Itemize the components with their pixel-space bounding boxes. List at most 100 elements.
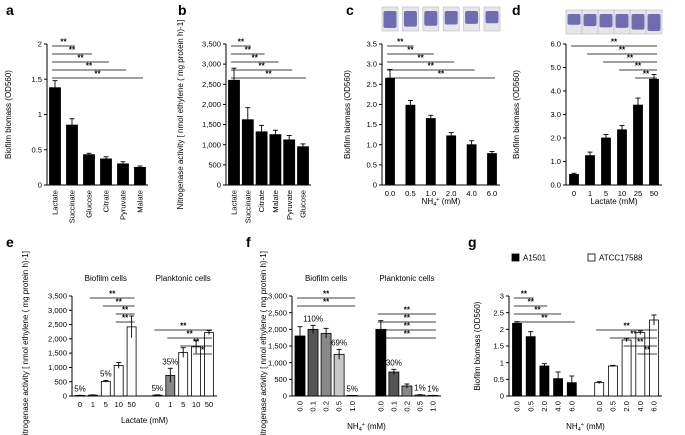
panel-g-ytick-label: 2: [500, 325, 504, 334]
panel-e-significance-label: **: [180, 322, 187, 331]
panel-f-y-axis-label: Nitrogenase activity [ nmol ethylene ( m…: [259, 251, 268, 435]
panel-g-significance-label: **: [644, 346, 651, 355]
panel-g-ytick-label: 3: [500, 292, 504, 301]
panel-b-bar: [283, 139, 296, 186]
panel-f-xtick-label: 0.1: [309, 401, 318, 412]
panel-d-label: d: [512, 2, 521, 18]
panel-d-tube-stain: [567, 14, 581, 25]
panel-b-bar: [297, 146, 309, 186]
panel-c-ytick-label: 0: [373, 181, 377, 190]
panel-d-bar: [649, 78, 659, 186]
panel-g-ytick-label: 0.5: [493, 375, 504, 384]
panel-e-significance-label: **: [109, 290, 116, 299]
panel-f-annotation: 30%: [386, 358, 402, 367]
panel-b-xtick-label: Malate: [271, 190, 280, 213]
panel-d-ytick-label: 4.0: [550, 87, 561, 96]
panel-f-ytick-label: 500: [274, 375, 287, 384]
panel-g-bar: [649, 319, 659, 397]
panel-g-xtick-label: 4.0: [554, 401, 563, 412]
panel-d-xtick-label: 5: [604, 189, 608, 198]
panel-f-significance-label: **: [404, 314, 411, 323]
panel-e-xtick-label: 0: [155, 400, 159, 409]
panel-c-significance-label: **: [407, 46, 414, 55]
panel-f-annotation: 110%: [303, 314, 323, 323]
panel-b-significance-label: **: [238, 38, 245, 47]
panel-d-ytick-label: 0.0: [550, 181, 561, 190]
panel-d-significance-label: **: [619, 46, 626, 55]
panel-d-bar: [633, 104, 643, 186]
panel-d-bar: [585, 155, 595, 186]
panel-g-legend-swatch: [587, 253, 596, 262]
panel-a-xtick-label: Lactate: [51, 190, 60, 215]
panel-f-bar: [388, 371, 400, 397]
panel-c-xtick-label: 6.0: [487, 189, 498, 198]
panel-a-xtick-label: Citrate: [102, 190, 111, 212]
panel-c-bar: [487, 153, 497, 186]
panel-c-bar: [466, 144, 477, 186]
panel-d-significance-label: **: [635, 62, 642, 71]
panel-b-ytick-label: 1,000: [202, 140, 221, 149]
panel-f-xtick-label: 1.0: [429, 401, 438, 412]
panel-f-significance-label: **: [404, 330, 411, 339]
panel-a-label: a: [6, 2, 14, 18]
panel-g-legend-label: ATCC17588: [599, 254, 643, 263]
panel-b-xtick-label: Pyruvate: [285, 190, 294, 220]
panel-e-xtick-label: 5: [181, 400, 185, 409]
panel-f-xtick-label: 0.2: [322, 401, 331, 412]
panel-e-significance-label: **: [193, 338, 200, 347]
panel-g-bar: [621, 339, 632, 397]
panel-b-xtick-label: Lactate: [230, 190, 239, 215]
panel-b-significance-label: **: [252, 54, 259, 63]
panel-e-xtick-label: 1: [91, 400, 95, 409]
panel-b-ytick-label: 3,500: [202, 40, 221, 49]
panel-c-tube-stain: [424, 11, 438, 26]
panel-c-ytick-label: 2.0: [366, 100, 377, 109]
panel-f-annotation: 69%: [331, 338, 347, 347]
panel-c-xtick-label: 0.5: [405, 189, 416, 198]
panel-d-tube-stain: [583, 14, 597, 27]
panel-b-ytick-label: 3,000: [202, 60, 221, 69]
panel-e-significance-label: **: [122, 306, 129, 315]
panel-f-group-label: Biofilm cells: [305, 274, 347, 283]
panel-e-ytick-label: 1,500: [48, 349, 67, 358]
panel-c-significance-label: **: [438, 70, 445, 79]
panel-c-bar: [446, 135, 457, 186]
panel-g-bar: [594, 382, 605, 397]
panel-e-group-label: Biofilm cells: [85, 274, 127, 283]
panel-d-tube-stain: [599, 14, 613, 28]
panel-g-xtick-label: 4.0: [636, 401, 645, 412]
panel-g-significance-label: **: [521, 290, 528, 299]
panel-a-bar: [83, 154, 95, 186]
panel-d-y-axis-label: Biofilm biomass (OD560): [512, 70, 521, 159]
panel-a-ytick-label: 1: [38, 110, 42, 119]
panel-f-x-axis-label: NH4+ (mM): [347, 422, 386, 433]
panel-f-significance-label: **: [404, 306, 411, 315]
panel-d-ytick-label: 5.0: [550, 63, 561, 72]
panel-c-bar: [405, 104, 416, 186]
panel-g-bar: [608, 365, 618, 397]
panel-c-ytick-label: 2.5: [366, 80, 377, 89]
panel-d-ytick-label: 6.0: [550, 40, 561, 49]
panel-g-y-axis-label: Biofilm biomass (OD560): [473, 301, 482, 390]
panel-b-bar: [255, 131, 268, 186]
panel-c-tube-stain: [444, 11, 458, 25]
panel-g-legend-label: A1501: [523, 254, 547, 263]
panel-d-bar: [569, 174, 579, 186]
panel-f-significance-label: **: [323, 290, 330, 299]
panel-f-annotation: 1%: [414, 384, 426, 393]
panel-c-significance-label: **: [417, 54, 424, 63]
panel-f-bar: [333, 353, 345, 397]
panel-d-bar: [601, 137, 611, 186]
panel-a-significance-label: **: [69, 46, 76, 55]
panel-c-significance-label: **: [397, 38, 404, 47]
panel-e-ytick-label: 3,000: [48, 306, 67, 315]
panel-e-ytick-label: 3,500: [48, 292, 67, 301]
panel-g-xtick-label: 0.0: [595, 401, 604, 412]
panel-g-xtick-label: 2.0: [622, 401, 631, 412]
panel-g-xtick-label: 0.5: [526, 401, 535, 412]
panel-a-significance-label: **: [86, 62, 93, 71]
panel-f-ytick-label: 2,500: [268, 308, 287, 317]
panel-f-bar: [307, 328, 319, 397]
panel-c-tube-stain: [383, 11, 397, 28]
